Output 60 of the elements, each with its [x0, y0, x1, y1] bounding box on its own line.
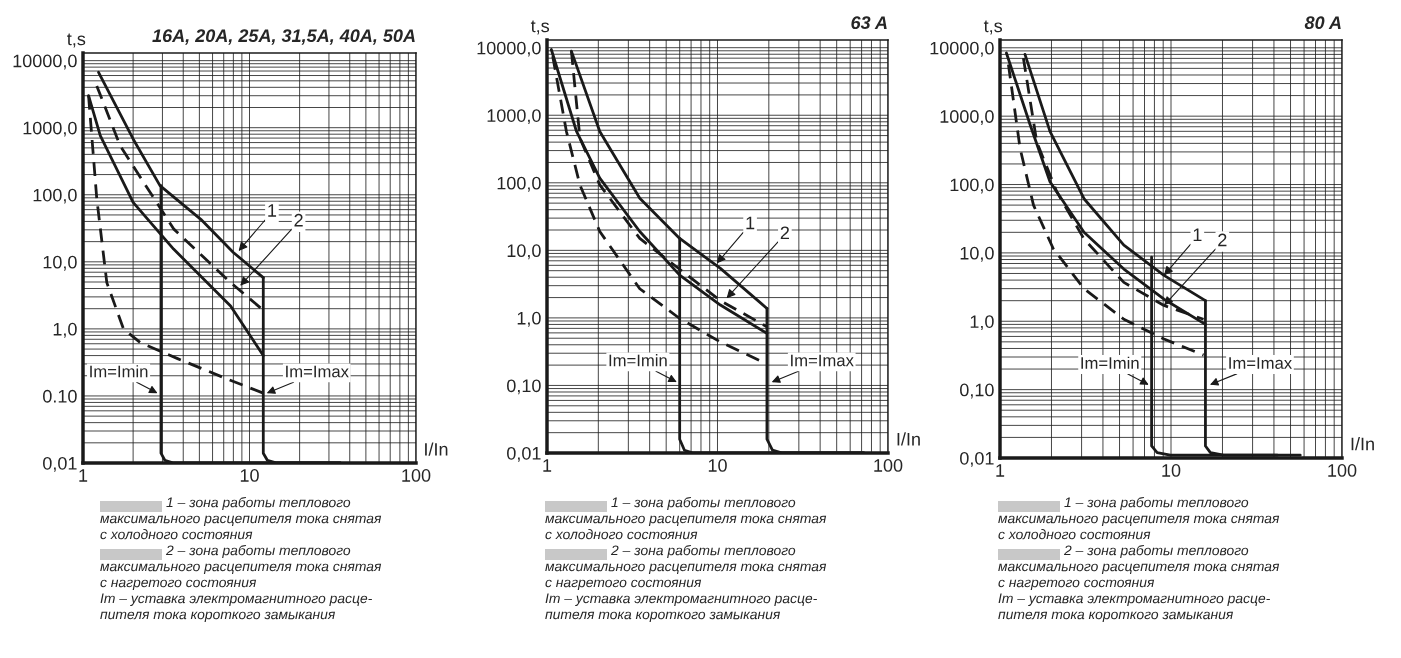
- text: 2 – зона работы теплового максимального расцепителя тока снятая с нагретого состояния: [100, 544, 382, 590]
- y-axis-title: t,s: [983, 20, 1003, 35]
- chart-title: 16A, 20A, 25A, 31,5A, 40A, 50A: [152, 29, 415, 45]
- y-tick-label: 0,10: [507, 379, 541, 395]
- y-tick-label: 100,0: [950, 178, 994, 194]
- text: Im – уставка электромагнитного расце- пителя тока короткого замыкания: [545, 593, 817, 622]
- text: 1 – зона работы теплового максимального расцепителя тока снятая с холодного состояния: [998, 496, 1280, 540]
- annotation: 2: [1218, 233, 1227, 247]
- y-tick-label: 0,01: [960, 451, 994, 467]
- y-tick-label: 10,0: [960, 246, 994, 262]
- annotation: 1: [268, 204, 277, 217]
- y-tick-label: 10,0: [507, 244, 541, 260]
- annotation: Im=Imax: [1229, 357, 1292, 369]
- x-tick-label: 100: [874, 459, 903, 472]
- y-tick-label: 1,0: [517, 311, 541, 327]
- text: 1 – зона работы теплового максимального расцепителя тока снятая с холодного состояния: [545, 496, 827, 540]
- y-tick-label: 100,0: [497, 176, 541, 192]
- y-tick-label: 10,0: [43, 255, 77, 271]
- annotation: 2: [780, 226, 789, 239]
- x-tick-label: 1: [996, 464, 1005, 477]
- annotation: 1: [746, 216, 755, 230]
- x-axis-title: I/In: [425, 442, 448, 456]
- annotation: 1: [1193, 228, 1202, 242]
- y-tick-label: 0.10: [43, 389, 77, 403]
- text: 2 – зона работы теплового максимального расцепителя тока снятая с нагретого состояния: [998, 544, 1280, 590]
- y-tick-label: 100,0: [33, 188, 77, 204]
- x-tick-label: 10: [240, 469, 259, 482]
- y-tick-label: 1000,0: [23, 121, 77, 137]
- annotation: Im=Imin: [1081, 356, 1139, 369]
- x-tick-label: 1: [79, 469, 88, 482]
- annotation: 2: [294, 213, 303, 227]
- x-tick-label: 1: [543, 459, 552, 472]
- y-axis-title: t,s: [530, 20, 550, 35]
- y-tick-label: 1,0: [970, 315, 994, 331]
- text: 2 – зона работы теплового максимального расцепителя тока снятая с нагретого состояния: [545, 544, 827, 590]
- x-tick-label: 10: [708, 459, 727, 472]
- y-tick-label: 1,0: [53, 322, 77, 338]
- y-tick-label: 1000,0: [487, 109, 541, 125]
- text: 1 – зона работы теплового максимального расцепителя тока снятая с холодного состояния: [100, 496, 382, 540]
- y-axis-title: t,s: [67, 33, 86, 48]
- annotation: Im=Imin: [609, 354, 667, 367]
- chart-title: 63 A: [851, 16, 887, 30]
- x-axis-title: I/In: [1351, 437, 1374, 451]
- y-tick-label: 0,01: [43, 456, 77, 472]
- annotation: Im=Imax: [286, 365, 349, 378]
- annotation: Im=Imax: [791, 354, 854, 367]
- annotation: Im=Imin: [90, 365, 148, 378]
- y-tick-label: 0,01: [507, 446, 541, 462]
- y-tick-label: 0,10: [960, 383, 994, 399]
- x-axis-title: I/In: [897, 432, 920, 446]
- x-tick-label: 100: [402, 469, 431, 482]
- text: Im – уставка электромагнитного расце- пителя тока короткого замыкания: [100, 593, 372, 622]
- y-tick-label: 10000,0: [930, 41, 994, 57]
- x-tick-label: 10: [1162, 464, 1181, 477]
- text: Im – уставка электромагнитного расце- пителя тока короткого замыкания: [998, 593, 1270, 622]
- x-tick-label: 100: [1328, 464, 1357, 477]
- y-tick-label: 10000,0: [477, 41, 541, 57]
- y-tick-label: 10000,0: [13, 54, 77, 70]
- y-tick-label: 1000,0: [940, 110, 994, 126]
- chart-title: 80 A: [1304, 16, 1341, 30]
